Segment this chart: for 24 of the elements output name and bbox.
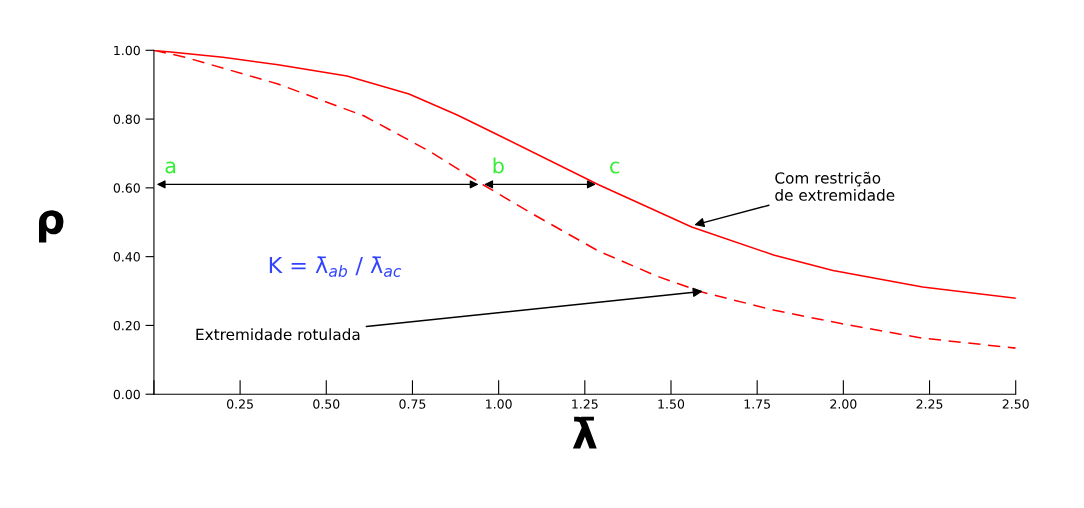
x-tick-label: 1.00	[486, 399, 512, 409]
x-axis-title: λ̄	[572, 416, 597, 449]
y-tick-label: 0.20	[113, 320, 140, 331]
annotation: Com restrição de extremidade	[775, 171, 895, 201]
y-axis-title: ρ	[38, 210, 64, 243]
x-tick-label: 2.25	[916, 399, 943, 409]
annotation: b	[493, 157, 504, 174]
x-tick-label: 1.25	[572, 399, 598, 409]
annotation: K = λ̄$_{ab}$ / λ̄$_{ac}$	[269, 256, 402, 277]
y-tick-label: 0.00	[113, 389, 140, 400]
x-tick-label: 0.50	[313, 399, 340, 409]
annotation: c	[610, 161, 620, 174]
x-tick-label: 2.50	[1002, 399, 1029, 409]
x-tick-label: 0.75	[399, 399, 426, 409]
annotation: a	[165, 161, 176, 174]
x-tick-label: 1.75	[744, 399, 770, 409]
y-tick-label: 1.00	[114, 45, 140, 56]
annotation: Extremidade rotulada	[196, 328, 360, 341]
x-tick-label: 2.00	[830, 399, 857, 409]
y-tick-label: 0.60	[113, 183, 140, 193]
x-tick-label: 1.50	[658, 399, 685, 409]
x-tick-label: 0.25	[227, 399, 253, 409]
y-tick-label: 0.80	[113, 114, 140, 124]
y-tick-label: 0.40	[113, 252, 140, 262]
